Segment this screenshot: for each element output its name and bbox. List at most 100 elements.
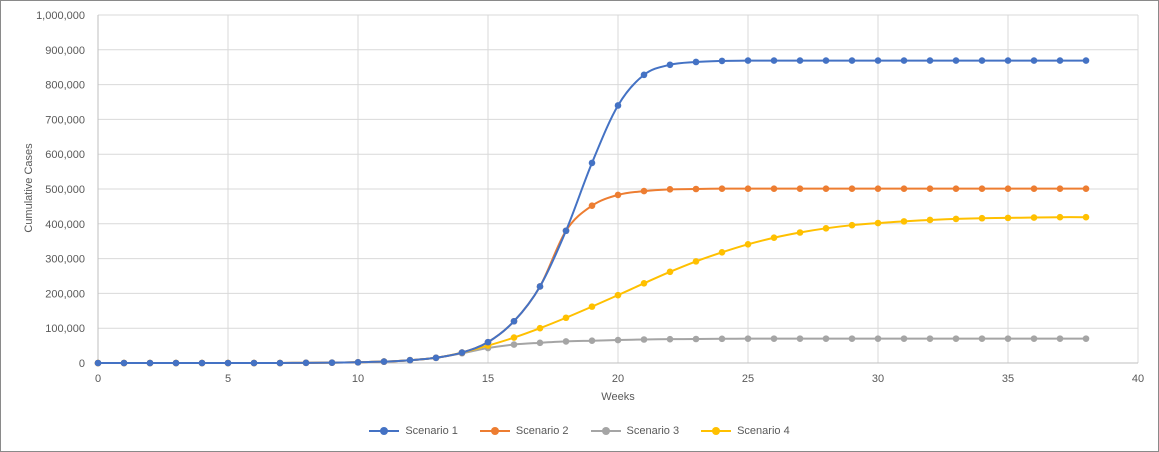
- legend-swatch: [369, 426, 400, 436]
- data-point: [432, 354, 440, 362]
- data-point: [640, 336, 648, 343]
- data-point: [640, 71, 648, 79]
- data-point: [536, 324, 544, 332]
- legend-label: Scenario 2: [515, 425, 569, 437]
- data-point: [536, 339, 544, 347]
- data-point: [978, 57, 986, 64]
- legend-item: Scenario 2: [479, 425, 569, 437]
- data-point: [718, 249, 726, 256]
- data-point: [1004, 214, 1012, 222]
- data-point: [484, 338, 492, 346]
- legend-swatch: [479, 426, 510, 436]
- data-point: [250, 359, 258, 367]
- data-point: [640, 280, 648, 287]
- data-point: [666, 335, 674, 343]
- y-tick-label: 700,000: [45, 114, 85, 126]
- data-point: [588, 337, 596, 345]
- data-point: [900, 185, 908, 192]
- data-point: [640, 187, 648, 195]
- data-point: [510, 334, 518, 341]
- data-point: [952, 185, 960, 192]
- data-point: [900, 335, 908, 342]
- data-point: [926, 335, 934, 342]
- data-point: [744, 241, 752, 248]
- data-point: [900, 218, 908, 225]
- x-tick-label: 25: [742, 373, 754, 385]
- data-point: [848, 335, 856, 342]
- data-point: [822, 57, 830, 64]
- data-point: [692, 335, 700, 343]
- y-tick-label: 600,000: [45, 149, 85, 161]
- data-point: [406, 356, 414, 364]
- y-tick-label: 0: [79, 358, 85, 370]
- data-point: [666, 61, 674, 69]
- y-tick-label: 800,000: [45, 80, 85, 92]
- data-point: [328, 359, 336, 366]
- data-point: [926, 57, 934, 64]
- y-tick-label: 900,000: [45, 45, 85, 57]
- data-point: [1030, 57, 1038, 64]
- data-point: [822, 335, 830, 342]
- data-point: [796, 185, 804, 192]
- data-point: [510, 341, 518, 348]
- data-point: [822, 185, 830, 192]
- data-point: [172, 359, 180, 367]
- data-point: [224, 359, 232, 367]
- data-point: [770, 335, 778, 342]
- data-point: [588, 159, 596, 167]
- data-point: [1082, 185, 1090, 192]
- data-point: [848, 57, 856, 64]
- data-point: [744, 185, 752, 192]
- data-point: [874, 219, 882, 227]
- data-point: [1082, 335, 1090, 342]
- data-point: [796, 57, 804, 64]
- data-point: [380, 358, 388, 365]
- y-tick-label: 300,000: [45, 254, 85, 266]
- data-point: [1082, 57, 1090, 64]
- legend-label: Scenario 3: [626, 425, 680, 437]
- data-point: [120, 359, 128, 367]
- series-group: [94, 57, 1090, 367]
- data-point: [562, 227, 570, 235]
- legend-label: Scenario 4: [737, 425, 790, 437]
- x-tick-label: 10: [352, 373, 364, 385]
- data-point: [770, 57, 778, 64]
- legend-item: Scenario 4: [701, 425, 790, 437]
- data-point: [614, 291, 622, 299]
- data-point: [1056, 185, 1064, 192]
- data-point: [666, 268, 674, 276]
- series-scenario-3: [94, 335, 1090, 367]
- data-point: [796, 229, 804, 236]
- y-tick-label: 100,000: [45, 323, 85, 335]
- data-point: [926, 185, 934, 192]
- data-point: [796, 335, 804, 342]
- series-line-scenario-1: [97, 59, 1086, 365]
- data-point: [718, 335, 726, 343]
- data-point: [510, 317, 518, 325]
- legend: Scenario 1 Scenario 2 Scenario 3 Scenario 4: [1, 425, 1158, 437]
- data-point: [744, 57, 752, 64]
- data-point: [562, 338, 570, 345]
- x-tick-label: 0: [95, 373, 101, 385]
- data-point: [952, 215, 960, 223]
- x-axis-label: Weeks: [601, 391, 635, 403]
- x-tick-label: 30: [872, 373, 884, 385]
- x-tick-label: 5: [225, 373, 231, 385]
- data-point: [354, 359, 362, 366]
- data-point: [614, 336, 622, 344]
- data-point: [562, 314, 570, 322]
- data-point: [614, 191, 622, 199]
- series-line-scenario-2: [97, 187, 1086, 365]
- data-point: [822, 225, 830, 232]
- data-point: [1056, 213, 1064, 221]
- data-point: [614, 102, 622, 109]
- data-point: [874, 57, 882, 64]
- data-point: [458, 349, 466, 356]
- data-point: [692, 258, 700, 265]
- legend-item: Scenario 3: [590, 425, 680, 437]
- x-tick-label: 35: [1002, 373, 1014, 385]
- data-point: [1082, 213, 1090, 221]
- gridlines: [98, 14, 1139, 363]
- data-point: [1004, 185, 1012, 192]
